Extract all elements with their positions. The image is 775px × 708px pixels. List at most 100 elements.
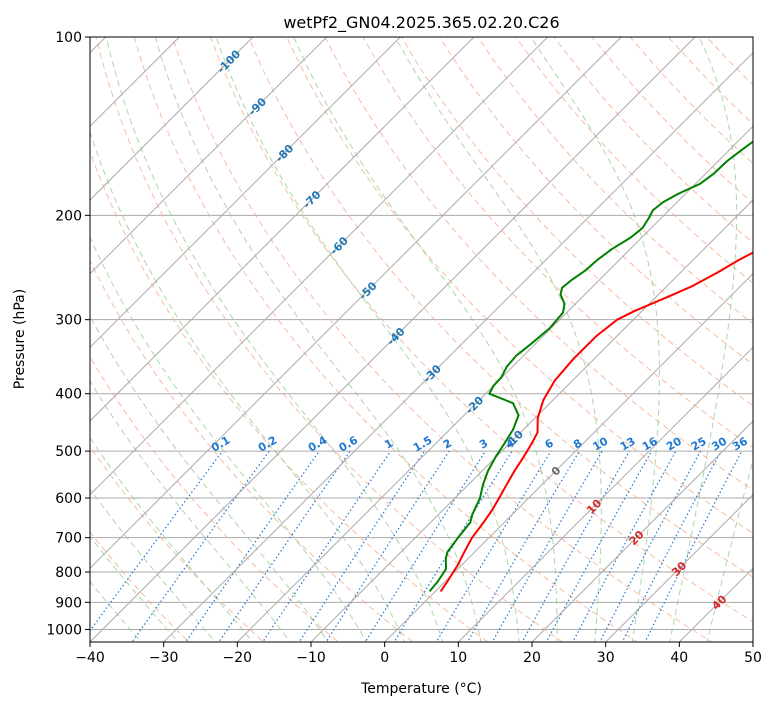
temperature-point (440, 589, 443, 592)
temperature-point (633, 310, 636, 312)
x-tick-label: 50 (744, 650, 762, 666)
isotherm-line (90, 37, 696, 642)
mixing-ratio-line (325, 450, 450, 642)
dewpoint-point (548, 327, 551, 330)
moist-adiabat (90, 130, 406, 642)
x-tick-label: −30 (149, 650, 179, 666)
temperature-point (716, 271, 718, 274)
dewpoint-point (559, 293, 562, 296)
temperature-point (665, 296, 668, 299)
moist-adiabat (394, 37, 602, 642)
moist-adiabat (90, 488, 216, 642)
dewpoint-point (629, 236, 632, 239)
temperature-point (572, 358, 574, 361)
dry-adiabat (90, 356, 339, 642)
dewpoint-point (562, 311, 564, 314)
mixing-ratio-line (131, 450, 270, 642)
moist-adiabat (90, 380, 291, 642)
dewpoint-point (512, 402, 514, 405)
temperature-point (513, 470, 516, 472)
dewpoint-point (713, 172, 715, 175)
x-tick-label: 30 (597, 650, 615, 666)
plot-area: -100-90-80-70-60-50-40-30-20-10010203040… (90, 37, 753, 642)
isotherm-line (310, 199, 753, 642)
x-tick-label: 40 (670, 650, 688, 666)
dewpoint-point (610, 248, 613, 250)
mixing-ratio-line (90, 450, 223, 632)
sounding-series (429, 140, 753, 592)
y-tick-label: 1000 (46, 622, 82, 638)
isotherm-line (90, 37, 254, 201)
y-tick-label: 300 (55, 313, 82, 329)
dewpoint-point (500, 376, 503, 378)
temperature-point (505, 483, 508, 486)
temperature-series (440, 251, 753, 592)
dewpoint-point (584, 269, 586, 272)
x-tick-label: 10 (449, 650, 467, 666)
temperature-point (692, 284, 694, 287)
dry-adiabat (248, 37, 753, 578)
dewpoint-point (517, 414, 520, 417)
mixing-ratio-line (572, 450, 677, 642)
mixing-ratio-line (545, 450, 653, 642)
temperature-point (490, 509, 493, 512)
dewpoint-point (482, 483, 484, 486)
isotherm-line (531, 420, 753, 642)
isotherm-line (90, 37, 475, 422)
dry-adiabat (95, 37, 564, 642)
dewpoint-point (561, 286, 564, 289)
dewpoint-point (652, 209, 654, 212)
mixing-ratio-line (521, 450, 631, 642)
mixing-ratio-line (491, 450, 603, 642)
temperature-point (463, 551, 466, 553)
dewpoint-point (492, 384, 495, 387)
moist-adiabat (706, 457, 753, 642)
chart-title: wetPf2_GN04.2025.365.02.20.C26 (283, 13, 559, 33)
temperature-point (456, 564, 459, 567)
y-tick-label: 400 (55, 387, 82, 403)
temperature-point (536, 417, 539, 420)
dewpoint-point (457, 536, 459, 539)
dry-adiabat (90, 150, 489, 642)
dewpoint-point (503, 442, 506, 445)
dewpoint-point (512, 428, 514, 431)
moist-adiabat (293, 37, 558, 642)
mixing-ratio-line (466, 450, 580, 642)
y-tick-label: 100 (55, 30, 82, 46)
temperature-point (595, 335, 597, 338)
mixing-ratio-line (393, 450, 513, 642)
temperature-point (616, 318, 619, 321)
dewpoint-point (445, 567, 447, 570)
isotherm-line (90, 37, 549, 496)
dry-adiabat (362, 37, 753, 449)
y-tick-label: 900 (55, 595, 82, 611)
mixing-ratio-lines (90, 450, 743, 642)
dewpoint-point (479, 497, 481, 499)
temperature-point (471, 536, 473, 539)
plot-frame (89, 36, 754, 643)
dry-adiabat (515, 37, 753, 284)
dewpoint-point (429, 589, 432, 592)
isotherm-line (90, 37, 402, 349)
dry-adiabat (90, 445, 265, 642)
x-tick-label: −40 (75, 650, 105, 666)
moist-adiabat (90, 436, 254, 642)
y-tick-label: 800 (55, 565, 82, 581)
mixing-ratio-line (364, 450, 486, 642)
x-axis-ticks: −40 −30 −20 −10 0 10 20 30 40 50 (75, 642, 762, 666)
x-axis-label: Temperature (°C) (360, 681, 482, 697)
temperature-point (737, 259, 740, 261)
y-tick-label: 600 (55, 491, 82, 507)
y-tick-label: 500 (55, 444, 82, 460)
x-tick-label: −10 (296, 650, 326, 666)
dewpoint-profile-line (429, 140, 753, 592)
mixing-ratio-line (218, 450, 351, 642)
dewpoint-point (641, 227, 644, 229)
moist-adiabat (105, 37, 444, 642)
mixing-ratio-line (599, 450, 702, 642)
isotherm-lines (90, 37, 753, 642)
dewpoint-point (487, 470, 489, 472)
moist-adiabat (215, 37, 520, 642)
